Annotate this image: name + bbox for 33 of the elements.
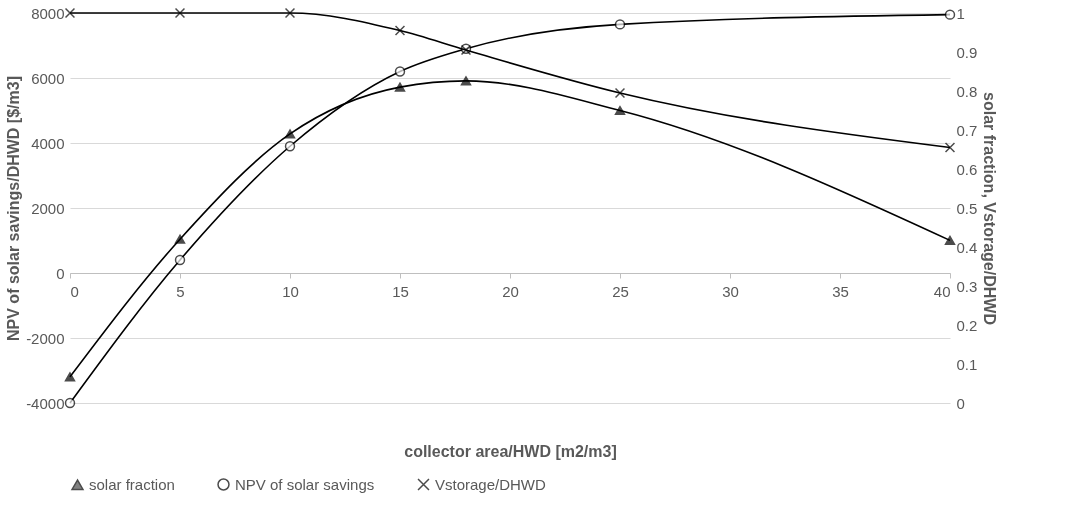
y-tick-label: -2000 bbox=[26, 329, 65, 347]
y2-tick-label: 0.3 bbox=[956, 277, 978, 295]
x-axis-title: collector area/HWD [m2/m3] bbox=[404, 442, 617, 460]
y-axis-title: NPV of solar savings/DHWD [$/m3] bbox=[5, 76, 23, 341]
x-tick-label: 35 bbox=[832, 282, 849, 300]
y2-tick-label: 0.1 bbox=[956, 355, 978, 373]
legend-label: solar fraction bbox=[89, 475, 175, 493]
y-tick-label: -4000 bbox=[26, 394, 65, 412]
y-tick-label: 6000 bbox=[31, 69, 65, 87]
y2-tick-label: 1 bbox=[956, 4, 965, 22]
x-tick-label: 0 bbox=[70, 282, 79, 300]
y-tick-label: 4000 bbox=[31, 134, 65, 152]
x-tick-label: 5 bbox=[176, 282, 185, 300]
y2-axis-title: solar fraction, Vstorage/DHWD bbox=[981, 92, 999, 325]
y2-tick-label: 0.4 bbox=[956, 238, 978, 256]
y2-tick-label: 0.2 bbox=[956, 316, 978, 334]
y2-tick-label: 0.5 bbox=[956, 199, 978, 217]
x-tick-label: 25 bbox=[612, 282, 629, 300]
y2-tick-label: 0.9 bbox=[956, 43, 978, 61]
x-tick-label: 15 bbox=[392, 282, 409, 300]
legend-label: NPV of solar savings bbox=[235, 475, 375, 493]
y2-tick-label: 0 bbox=[956, 394, 965, 412]
x-tick-label: 30 bbox=[722, 282, 739, 300]
y-tick-label: 8000 bbox=[31, 4, 65, 22]
y2-tick-label: 0.8 bbox=[956, 82, 978, 100]
legend-label: Vstorage/DHWD bbox=[435, 475, 547, 493]
y2-tick-label: 0.6 bbox=[956, 160, 978, 178]
x-tick-label: 20 bbox=[502, 282, 519, 300]
x-tick-label: 40 bbox=[933, 282, 951, 300]
x-tick-label: 10 bbox=[282, 282, 299, 300]
y2-tick-label: 0.7 bbox=[956, 121, 978, 139]
y-tick-label: 2000 bbox=[31, 199, 65, 217]
y-tick-label: 0 bbox=[56, 264, 65, 282]
